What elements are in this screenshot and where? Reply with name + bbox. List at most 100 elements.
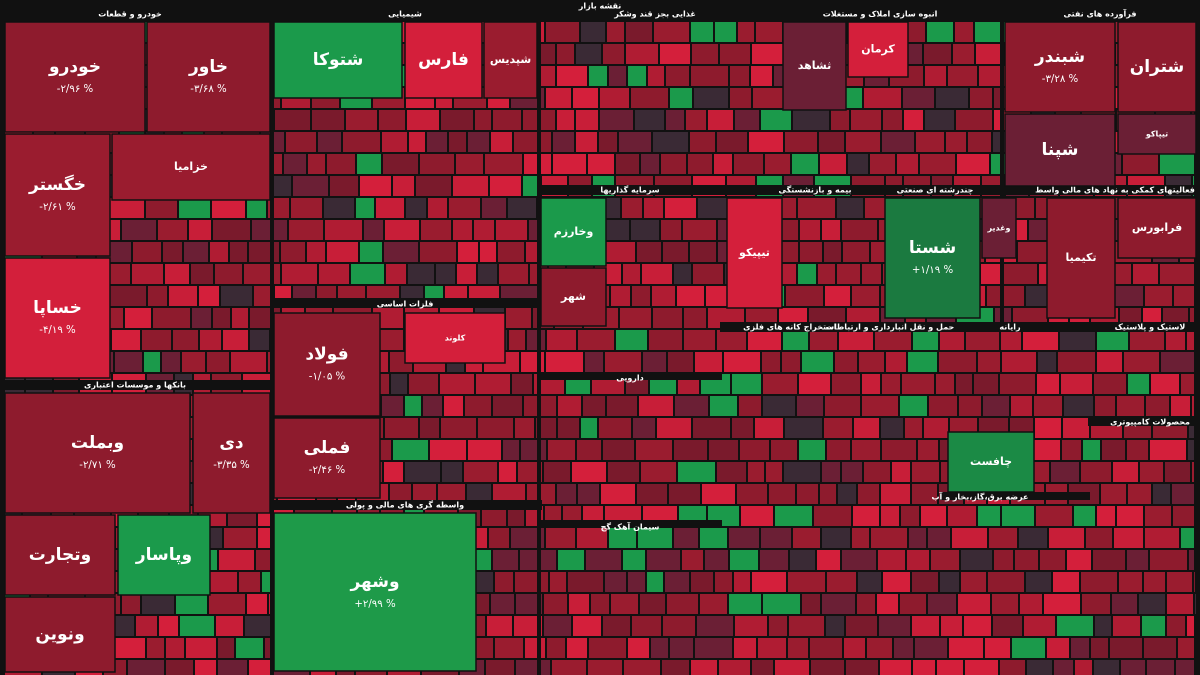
small-tile (1188, 440, 1194, 460)
small-tile (763, 396, 795, 416)
small-tile (408, 264, 434, 284)
small-tile (694, 88, 728, 108)
small-tile (1167, 594, 1193, 614)
small-tile (558, 550, 584, 570)
small-tile (846, 132, 880, 152)
small-tile (616, 330, 647, 350)
small-tile (916, 132, 944, 152)
small-tile (695, 638, 732, 658)
tile: فرابورس (1117, 197, 1197, 259)
small-tile (797, 484, 818, 504)
small-tile (180, 616, 214, 636)
small-tile (476, 374, 510, 394)
small-tile (881, 484, 910, 504)
tile-symbol: فملی (304, 438, 351, 458)
tile: شستا +۱/۱۹ % (884, 197, 981, 319)
small-tile (1181, 528, 1194, 548)
small-tile (409, 132, 425, 152)
small-tile (122, 594, 140, 614)
small-tile (413, 484, 436, 504)
small-tile (405, 396, 421, 416)
small-tile (1083, 440, 1100, 460)
small-tile (581, 22, 605, 42)
small-tile (508, 198, 536, 218)
small-tile (436, 264, 455, 284)
small-tile (578, 330, 614, 350)
small-tile (1102, 440, 1125, 460)
small-tile (732, 374, 761, 394)
small-tile (882, 440, 916, 460)
small-tile (224, 528, 256, 548)
small-tile (144, 352, 160, 372)
small-tile (912, 484, 937, 504)
small-tile (793, 110, 829, 130)
small-tile (761, 110, 791, 130)
small-tile (961, 572, 986, 592)
small-tile (1145, 506, 1171, 526)
small-tile (628, 638, 649, 658)
small-tile (959, 396, 981, 416)
small-tile (588, 660, 622, 675)
small-tile (1063, 418, 1089, 438)
small-tile (495, 638, 523, 658)
small-tile (623, 264, 640, 284)
small-tile (905, 418, 922, 438)
small-tile (281, 242, 305, 262)
small-tile (837, 264, 860, 284)
small-tile (423, 396, 442, 416)
sector-label: استخراج کانه های فلزی (743, 323, 837, 332)
small-tile (453, 176, 488, 196)
tile-change: -۲/۶۱ % (39, 202, 76, 213)
small-tile (827, 440, 850, 460)
small-tile (375, 330, 403, 350)
small-tile (822, 220, 840, 240)
small-tile (622, 198, 642, 218)
small-tile (499, 264, 528, 284)
small-tile (147, 638, 164, 658)
small-tile (690, 132, 715, 152)
small-tile (647, 572, 663, 592)
small-tile (132, 264, 163, 284)
small-tile (1145, 528, 1179, 548)
small-tile (148, 286, 167, 306)
small-tile (952, 528, 987, 548)
small-tile (785, 418, 822, 438)
small-tile (737, 484, 767, 504)
small-tile (603, 616, 630, 636)
small-tile (985, 638, 1010, 658)
small-tile (859, 352, 884, 372)
tile: خودرو -۲/۹۶ % (4, 21, 146, 133)
small-tile (715, 22, 736, 42)
small-tile (825, 396, 860, 416)
tile-symbol: خساپا (33, 298, 82, 318)
small-tile (987, 286, 1024, 306)
small-tile (457, 264, 476, 284)
tile-symbol: شتران (1130, 57, 1185, 77)
small-tile (325, 220, 362, 240)
sector-gap (0, 17, 1200, 22)
small-tile (741, 506, 773, 526)
small-tile (846, 660, 878, 675)
small-tile (209, 594, 245, 614)
small-tile (912, 462, 939, 482)
small-tile (693, 418, 730, 438)
small-tile (599, 418, 631, 438)
small-tile (753, 88, 785, 108)
small-tile (769, 616, 787, 636)
small-tile (1018, 242, 1054, 262)
small-tile (717, 330, 746, 350)
small-tile (799, 374, 830, 394)
small-tile (652, 286, 675, 306)
small-tile (166, 638, 184, 658)
sector-gap (1000, 17, 1004, 327)
small-tile (384, 462, 403, 482)
small-tile (236, 638, 263, 658)
small-tile (1002, 352, 1036, 372)
small-tile (653, 308, 682, 328)
small-tile (153, 308, 190, 328)
small-tile (254, 286, 273, 306)
small-tile (1165, 462, 1190, 482)
small-tile (811, 660, 844, 675)
small-tile (638, 528, 672, 548)
